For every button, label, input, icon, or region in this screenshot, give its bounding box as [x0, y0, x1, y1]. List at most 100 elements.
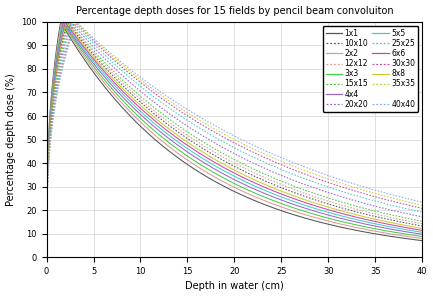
Line: 10x10: 10x10	[47, 22, 422, 257]
12x12	[66, 20, 71, 24]
5x5	[62, 20, 67, 24]
Y-axis label: Percentage depth dose (%): Percentage depth dose (%)	[6, 73, 16, 206]
40x40	[44, 255, 49, 259]
25x25	[67, 31, 72, 34]
5x5	[284, 197, 289, 200]
40x40	[284, 158, 289, 162]
Line: 3x3: 3x3	[47, 22, 422, 257]
5x5	[44, 255, 49, 259]
10x10	[272, 183, 278, 187]
15x15	[67, 20, 72, 24]
Title: Percentage depth doses for 15 fields by pencil beam convoluiton: Percentage depth doses for 15 fields by …	[76, 6, 393, 15]
4x4	[262, 192, 268, 195]
2x2	[262, 199, 268, 203]
2x2	[59, 20, 64, 24]
4x4	[272, 196, 278, 199]
15x15	[262, 173, 268, 176]
3x3	[420, 235, 425, 238]
35x35	[44, 255, 49, 259]
8x8	[330, 206, 335, 210]
35x35	[284, 162, 289, 165]
8x8	[284, 191, 289, 195]
35x35	[330, 178, 335, 182]
6x6	[368, 219, 373, 222]
3x3	[284, 203, 289, 207]
40x40	[368, 187, 373, 191]
3x3	[60, 20, 65, 24]
Line: 5x5: 5x5	[47, 22, 422, 257]
40x40	[262, 149, 268, 152]
15x15	[272, 177, 278, 180]
10x10	[368, 214, 373, 217]
25x25	[272, 165, 278, 169]
Line: 20x20: 20x20	[47, 22, 422, 257]
30x30	[420, 206, 425, 210]
1x1	[44, 255, 49, 259]
30x30	[72, 20, 78, 24]
6x6	[330, 209, 335, 213]
1x1	[368, 231, 373, 235]
1x1	[330, 223, 335, 227]
5x5	[330, 211, 335, 215]
1x1	[68, 36, 73, 40]
40x40	[330, 175, 335, 178]
20x20	[67, 25, 72, 29]
15x15	[284, 181, 289, 185]
20x20	[272, 171, 278, 175]
25x25	[420, 211, 425, 214]
Legend: 1x1, 10x10, 2x2, 12x12, 3x3, 15x15, 4x4, 20x20, 5x5, 25x25, 6x6, 30x30, 8x8, 35x: 1x1, 10x10, 2x2, 12x12, 3x3, 15x15, 4x4,…	[323, 26, 418, 112]
4x4	[61, 20, 66, 24]
30x30	[262, 156, 268, 159]
30x30	[272, 160, 278, 164]
1x1	[58, 20, 63, 24]
8x8	[420, 227, 425, 230]
Line: 8x8: 8x8	[47, 22, 422, 257]
20x20	[262, 167, 268, 170]
8x8	[272, 187, 278, 190]
Line: 4x4: 4x4	[47, 22, 422, 257]
5x5	[262, 189, 268, 192]
30x30	[284, 165, 289, 169]
12x12	[330, 200, 335, 204]
20x20	[68, 20, 74, 24]
8x8	[368, 217, 373, 220]
35x35	[67, 39, 72, 42]
1x1	[272, 207, 278, 210]
Line: 15x15: 15x15	[47, 22, 422, 257]
10x10	[284, 188, 289, 192]
6x6	[63, 20, 68, 24]
6x6	[272, 190, 278, 193]
10x10	[330, 203, 335, 207]
Line: 40x40: 40x40	[47, 22, 422, 257]
Line: 35x35: 35x35	[47, 22, 422, 257]
3x3	[368, 226, 373, 230]
4x4	[284, 200, 289, 204]
2x2	[368, 229, 373, 232]
2x2	[284, 207, 289, 211]
35x35	[420, 203, 425, 207]
10x10	[44, 255, 49, 259]
20x20	[330, 192, 335, 195]
15x15	[420, 219, 425, 223]
12x12	[368, 211, 373, 214]
8x8	[68, 25, 73, 29]
8x8	[64, 20, 69, 24]
4x4	[420, 233, 425, 236]
15x15	[368, 208, 373, 212]
2x2	[68, 34, 73, 37]
1x1	[284, 211, 289, 214]
25x25	[284, 170, 289, 173]
25x25	[368, 198, 373, 202]
3x3	[262, 196, 268, 199]
2x2	[420, 237, 425, 240]
Line: 12x12: 12x12	[47, 22, 422, 257]
8x8	[262, 183, 268, 186]
2x2	[44, 255, 49, 259]
40x40	[272, 153, 278, 157]
6x6	[262, 186, 268, 189]
35x35	[262, 153, 268, 156]
5x5	[68, 28, 73, 32]
8x8	[44, 255, 49, 259]
3x3	[272, 200, 278, 203]
1x1	[262, 203, 268, 207]
